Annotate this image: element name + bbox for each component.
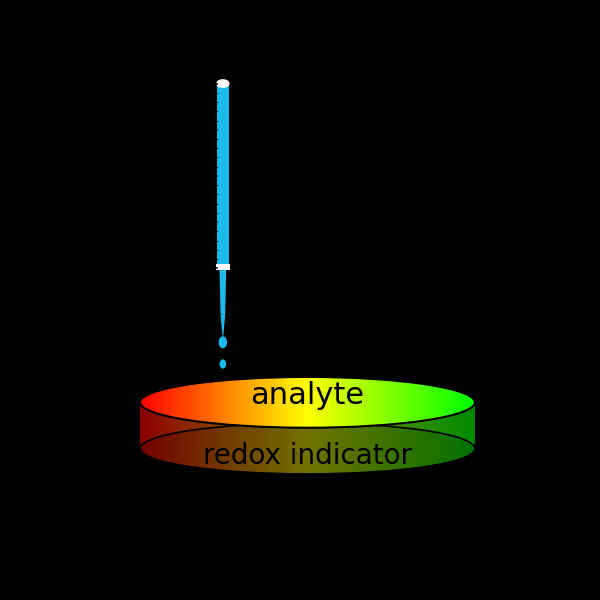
Ellipse shape [220,359,226,368]
Polygon shape [217,83,229,268]
Polygon shape [221,314,225,331]
Polygon shape [220,270,226,314]
Polygon shape [222,331,224,339]
Text: analyte: analyte [250,381,365,410]
Text: redox indicator: redox indicator [203,442,412,470]
Ellipse shape [218,336,227,348]
Bar [216,264,230,270]
Ellipse shape [217,80,229,87]
